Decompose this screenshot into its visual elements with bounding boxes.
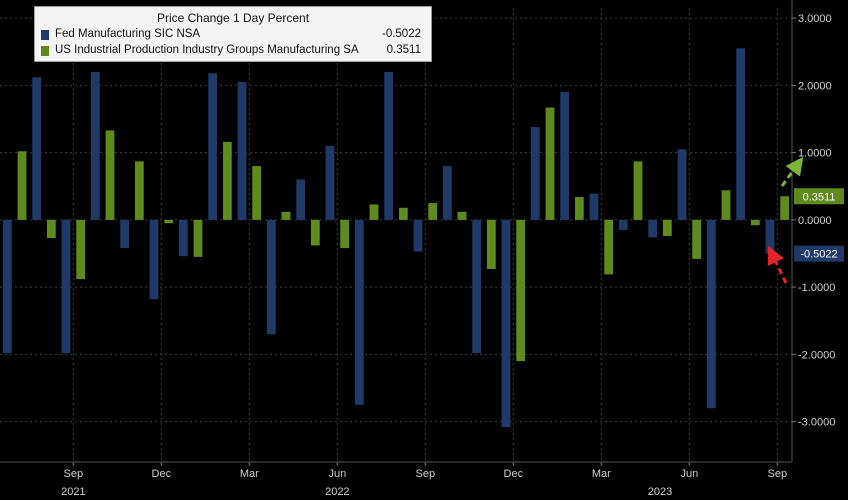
bar-us-industrial-production [369, 204, 379, 220]
bar-us-industrial-production [281, 211, 291, 220]
bar-us-industrial-production [574, 196, 584, 220]
bar-fed-manufacturing [2, 219, 12, 354]
bar-us-industrial-production [398, 207, 408, 220]
legend-value: -0.5022 [381, 28, 421, 40]
bar-us-industrial-production [692, 219, 702, 259]
bar-us-industrial-production [76, 219, 86, 280]
legend-item-us-industrial-production: US Industrial Production Industry Groups… [41, 43, 425, 59]
x-tick-label: Sep [416, 468, 436, 480]
bar-fed-manufacturing [149, 219, 159, 300]
legend-swatch-us-industrial-production [41, 46, 49, 56]
bar-us-industrial-production [750, 219, 760, 226]
bar-us-industrial-production [662, 219, 672, 237]
legend: Price Change 1 Day Percent Fed Manufactu… [34, 6, 432, 62]
x-year-label: 2022 [325, 486, 349, 498]
bar-us-industrial-production [428, 203, 438, 220]
bar-fed-manufacturing [208, 73, 218, 220]
bar-fed-manufacturing [413, 219, 423, 252]
x-tick-label: Jun [680, 468, 698, 480]
bar-us-industrial-production [134, 161, 144, 220]
bar-fed-manufacturing [32, 77, 42, 220]
bar-fed-manufacturing [296, 179, 306, 220]
bar-fed-manufacturing [765, 219, 775, 254]
bar-us-industrial-production [516, 219, 526, 362]
bar-fed-manufacturing [736, 48, 746, 220]
bar-fed-manufacturing [501, 219, 511, 428]
y-tick-label: 1.0000 [798, 148, 832, 160]
red-arrow-annotation [767, 245, 788, 284]
bar-fed-manufacturing [325, 145, 335, 220]
bar-fed-manufacturing [384, 71, 394, 220]
legend-value: 0.3511 [386, 44, 421, 56]
bar-fed-manufacturing [530, 127, 540, 220]
bar-us-industrial-production [604, 219, 614, 275]
bar-fed-manufacturing [618, 219, 628, 230]
bar-fed-manufacturing [266, 219, 276, 335]
annotation-arrows [767, 156, 804, 284]
y-tick-label: 3.0000 [798, 13, 832, 25]
bar-fed-manufacturing [560, 92, 570, 220]
bar-fed-manufacturing [90, 71, 100, 220]
bar-us-industrial-production [457, 211, 467, 220]
x-tick-label: Dec [504, 468, 524, 480]
legend-title: Price Change 1 Day Percent [156, 11, 310, 25]
bar-fed-manufacturing [706, 219, 716, 409]
bar-us-industrial-production [193, 219, 203, 257]
x-tick-label: Sep [64, 468, 84, 480]
bar-us-industrial-production [633, 161, 643, 220]
legend-item-fed-manufacturing: Fed Manufacturing SIC NSA -0.5022 [41, 27, 425, 43]
x-tick-label: Sep [768, 468, 788, 480]
green-arrow-annotation [780, 156, 804, 187]
legend-label: Fed Manufacturing SIC NSA [55, 28, 201, 40]
y-tick-label: 2.0000 [798, 80, 832, 92]
x-tick-label: Jun [328, 468, 346, 480]
bar-fed-manufacturing [677, 149, 687, 220]
y-tick-label: -1.0000 [798, 282, 835, 294]
bar-us-industrial-production [105, 130, 115, 220]
x-tick-label: Mar [240, 468, 259, 480]
bar-fed-manufacturing [354, 219, 364, 405]
bar-us-industrial-production [310, 219, 320, 246]
bar-us-industrial-production [252, 166, 262, 220]
last-value-badge [794, 245, 844, 262]
bar-us-industrial-production [340, 219, 350, 249]
x-year-label: 2023 [648, 486, 672, 498]
bar-fed-manufacturing [120, 219, 130, 249]
bar-us-industrial-production [721, 190, 731, 220]
bar-us-industrial-production [222, 141, 232, 220]
bar-us-industrial-production [486, 219, 496, 269]
last-value-label: -0.5022 [800, 249, 837, 261]
legend-swatch-fed-manufacturing [41, 30, 49, 40]
bar-us-industrial-production [164, 219, 174, 224]
bar-fed-manufacturing [237, 81, 247, 220]
bar-us-industrial-production [545, 107, 555, 220]
bar-fed-manufacturing [442, 166, 452, 220]
bar-us-industrial-production [780, 196, 790, 220]
bar-fed-manufacturing [472, 219, 482, 354]
last-value-badge [794, 188, 844, 205]
bar-us-industrial-production [17, 151, 27, 220]
x-year-label: 2021 [61, 486, 85, 498]
y-tick-label: -3.0000 [798, 417, 835, 429]
x-tick-label: Dec [152, 468, 172, 480]
bar-fed-manufacturing [589, 193, 599, 220]
y-tick-label: 0.0000 [798, 215, 832, 227]
bar-fed-manufacturing [178, 219, 188, 257]
bar-fed-manufacturing [61, 219, 71, 354]
y-tick-label: -2.0000 [798, 349, 835, 361]
legend-label: US Industrial Production Industry Groups… [55, 44, 359, 56]
last-value-label: 0.3511 [803, 191, 836, 203]
x-tick-label: Mar [592, 468, 611, 480]
bar-fed-manufacturing [648, 219, 658, 238]
bar-us-industrial-production [46, 219, 56, 239]
